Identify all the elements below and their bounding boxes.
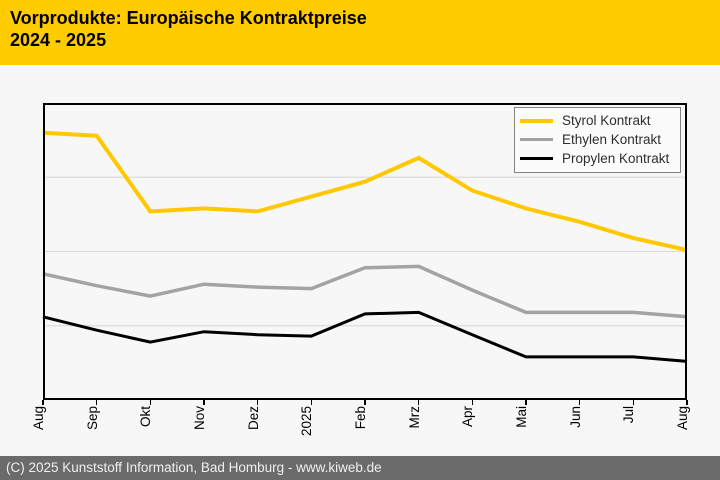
legend-label-styrol: Styrol Kontrakt xyxy=(562,113,651,128)
x-tick xyxy=(632,400,635,405)
x-tick-label: Feb xyxy=(353,406,368,430)
x-tick xyxy=(364,400,366,405)
x-tick-label: Jun xyxy=(567,406,583,428)
x-tick xyxy=(578,400,581,405)
x-tick xyxy=(310,400,313,405)
styrol-line-swatch xyxy=(520,118,553,123)
x-tick xyxy=(95,400,98,405)
footer-bar: (C) 2025 Kunststoff Information, Bad Hom… xyxy=(0,456,720,480)
x-tick-label: Okt xyxy=(138,406,154,428)
line-chart-plot xyxy=(42,103,688,400)
x-tick-label: Mai xyxy=(514,406,529,428)
legend-label-propylen: Propylen Kontrakt xyxy=(562,151,670,166)
chart-title-line2: 2024 - 2025 xyxy=(10,30,107,50)
x-tick xyxy=(471,400,474,405)
x-tick-label: Dez xyxy=(245,406,261,431)
x-tick-label: Jul xyxy=(621,406,637,424)
x-tick xyxy=(42,400,44,405)
chart-legend: Styrol Kontrakt Ethylen Kontrakt Propyle… xyxy=(514,107,681,173)
x-tick-label: Mrz xyxy=(406,406,422,429)
line-ethylen-kontrakt xyxy=(42,264,688,319)
legend-label-ethylen: Ethylen Kontrakt xyxy=(562,132,662,147)
x-tick xyxy=(149,400,152,405)
x-tick xyxy=(256,400,259,405)
x-tick-label: Nov xyxy=(192,406,207,431)
x-tick xyxy=(417,400,420,405)
legend-item-styrol: Styrol Kontrakt xyxy=(520,111,675,130)
legend-item-ethylen: Ethylen Kontrakt xyxy=(520,130,675,149)
x-tick xyxy=(525,400,527,405)
x-tick-label: Aug xyxy=(675,406,690,431)
legend-item-propylen: Propylen Kontrakt xyxy=(520,149,675,168)
x-tick-label: Sep xyxy=(84,406,100,431)
header-banner: Vorprodukte: Europäische Kontraktpreise … xyxy=(0,0,720,65)
line-styrol-kontrakt xyxy=(42,130,688,252)
copyright-text: (C) 2025 Kunststoff Information, Bad Hom… xyxy=(6,460,382,475)
x-tick xyxy=(686,400,688,405)
x-tick-label: Aug xyxy=(31,406,46,431)
line-propylen-kontrakt xyxy=(42,310,688,363)
chart-area: Aug Sep Okt Nov Dez 2025 Feb Mrz Apr Mai Jun Jul Aug… xyxy=(0,65,720,456)
ethylen-line-swatch xyxy=(520,137,553,142)
x-tick-label: 2025 xyxy=(299,406,315,437)
propylen-line-swatch xyxy=(520,157,553,160)
chart-title-line1: Vorprodukte: Europäische Kontraktpreise xyxy=(10,8,367,28)
plot-border xyxy=(43,103,687,400)
x-tick xyxy=(203,400,205,405)
x-tick-label: Apr xyxy=(460,406,476,428)
